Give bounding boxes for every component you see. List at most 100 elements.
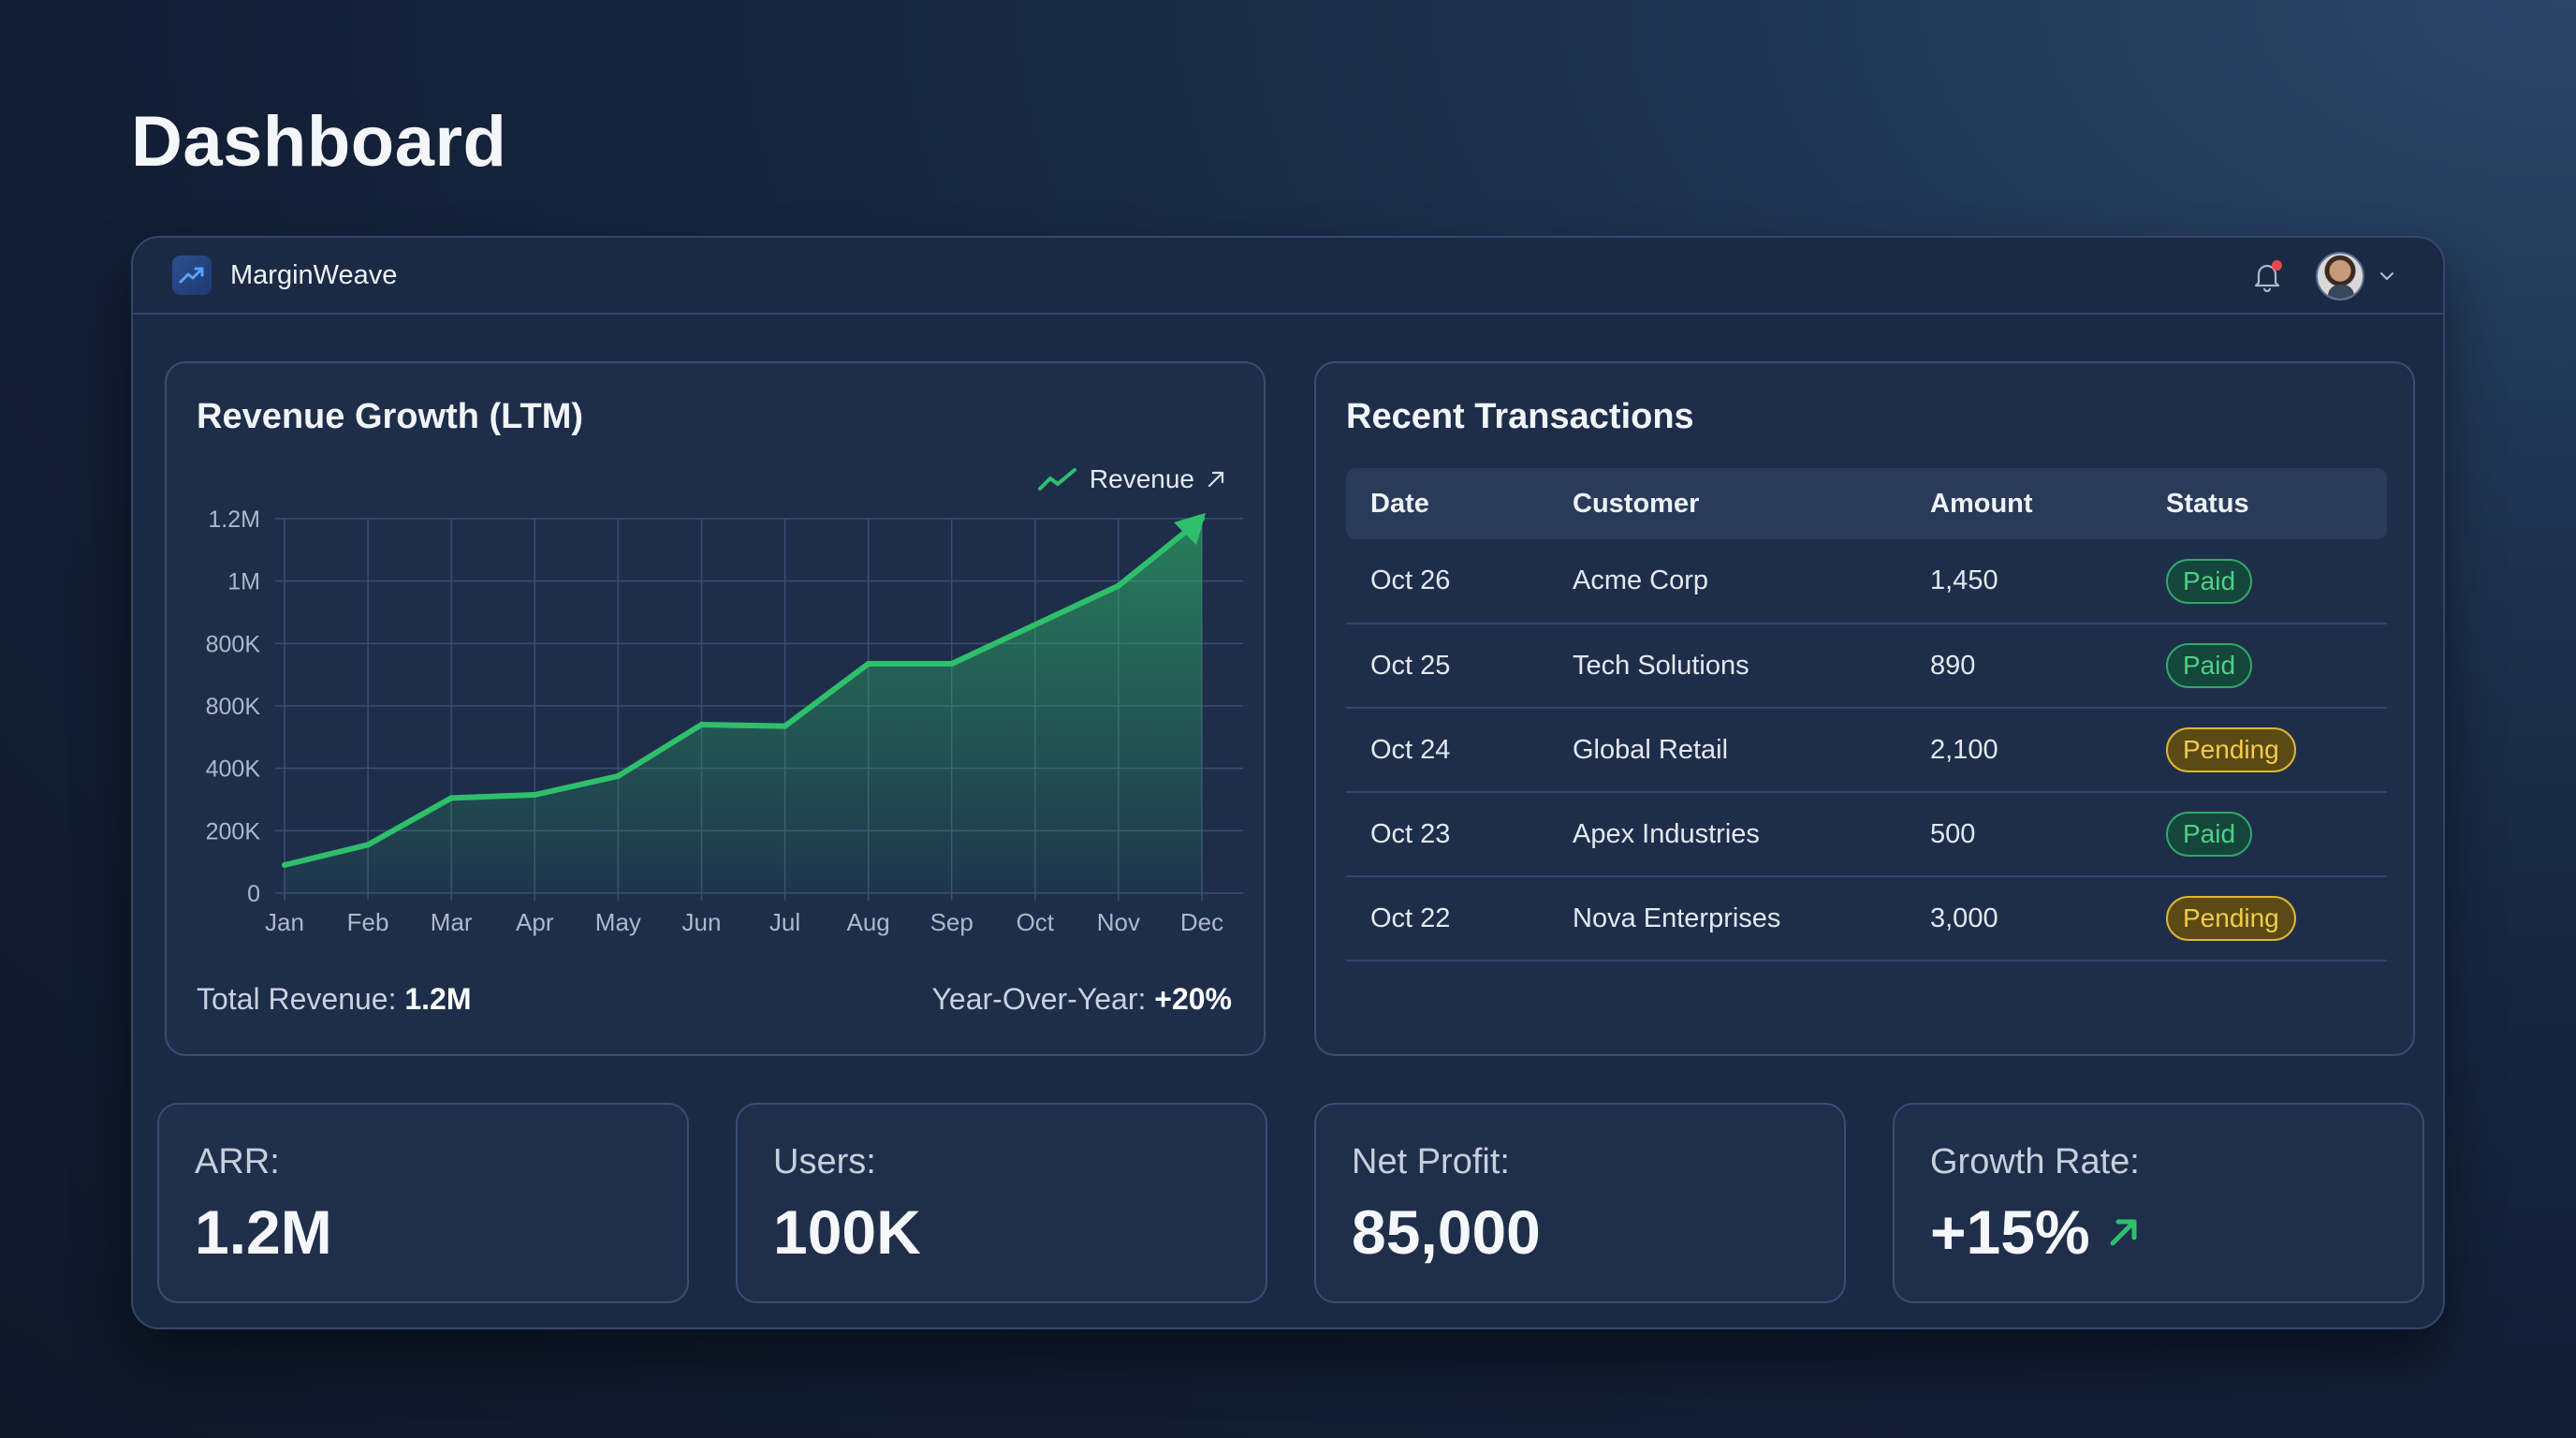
x-tick-label: Aug — [847, 908, 890, 936]
transactions-title: Recent Transactions — [1346, 397, 1694, 436]
transactions-card: Recent Transactions Date Customer Amount… — [1314, 361, 2415, 1056]
customer-cell: Tech Solutions — [1573, 650, 1749, 681]
total-revenue-value: 1.2M — [404, 982, 472, 1016]
x-tick-label: Feb — [347, 908, 389, 936]
y-tick-label: 400K — [206, 756, 261, 783]
trend-up-icon[interactable] — [172, 256, 212, 295]
yoy-growth: Year-Over-Year: +20% — [932, 982, 1232, 1017]
transactions-table: Date Customer Amount Status Oct 26 Acme … — [1346, 468, 2387, 961]
data-point — [948, 661, 955, 667]
amount-cell: 890 — [1930, 650, 1976, 681]
dashboard-window: MarginWeave Revenue Growth (LTM) — [131, 236, 2445, 1329]
column-header-date[interactable]: Date — [1370, 488, 1429, 519]
chart-legend[interactable]: Revenue — [1037, 464, 1226, 494]
area-fill — [285, 519, 1202, 893]
app-name[interactable]: MarginWeave — [230, 259, 398, 290]
y-tick-label: 0 — [247, 881, 260, 907]
total-revenue-label: Total Revenue: — [197, 982, 397, 1016]
arrow-up-right-icon — [1208, 471, 1224, 488]
stat-card-arr[interactable]: ARR: 1.2M — [157, 1103, 689, 1303]
data-point — [1032, 622, 1038, 628]
arrowhead — [1174, 513, 1206, 545]
stat-label: Users: — [773, 1142, 876, 1181]
total-revenue: Total Revenue: 1.2M — [197, 982, 472, 1017]
data-point — [282, 862, 287, 868]
x-tick-label: Mar — [431, 908, 473, 936]
x-tick-label: Jul — [769, 908, 800, 936]
x-tick-label: Jun — [681, 908, 721, 936]
date-cell: Oct 24 — [1370, 734, 1451, 765]
avatar[interactable] — [2316, 252, 2364, 301]
x-tick-label: Oct — [1017, 908, 1055, 936]
customer-cell: Apex Industries — [1573, 818, 1760, 849]
amount-cell: 2,100 — [1930, 734, 1998, 765]
stat-value-text: 85,000 — [1352, 1197, 1541, 1267]
stat-value-text: +15% — [1930, 1197, 2090, 1267]
page-title: Dashboard — [131, 102, 507, 182]
y-tick-label: 800K — [206, 631, 261, 657]
data-point — [865, 661, 871, 667]
arrow-up-right-icon — [2110, 1219, 2137, 1246]
legend-label: Revenue — [1089, 464, 1194, 493]
stat-card-net-profit[interactable]: Net Profit: 85,000 — [1314, 1103, 1846, 1303]
table-row[interactable]: Oct 24 Global Retail 2,100 Pending — [1346, 708, 2387, 792]
yoy-label: Year-Over-Year: — [931, 982, 1147, 1016]
stat-value: +15% — [1930, 1196, 2143, 1268]
revenue-card: Revenue Growth (LTM) Revenue 0 200K 400K 80… — [165, 361, 1266, 1056]
stat-card-growth-rate[interactable]: Growth Rate: +15% — [1893, 1103, 2424, 1303]
x-tick-label: Sep — [930, 908, 973, 936]
x-tick-label: Nov — [1097, 908, 1140, 936]
table-row[interactable]: Oct 25 Tech Solutions 890 Paid — [1346, 624, 2387, 708]
status-badge: Paid — [2166, 812, 2253, 857]
stat-label: ARR: — [195, 1142, 280, 1181]
stat-card-users[interactable]: Users: 100K — [736, 1103, 1267, 1303]
customer-cell: Acme Corp — [1573, 565, 1709, 595]
x-tick-label: May — [595, 908, 641, 936]
top-bar: MarginWeave — [133, 238, 2443, 315]
amount-cell: 3,000 — [1930, 902, 1998, 933]
yoy-value: +20% — [1154, 982, 1232, 1016]
column-header-amount[interactable]: Amount — [1930, 488, 2033, 519]
y-tick-label: 800K — [206, 694, 261, 720]
date-cell: Oct 26 — [1370, 565, 1451, 595]
status-badge: Pending — [2166, 727, 2296, 772]
date-cell: Oct 23 — [1370, 818, 1451, 849]
bell-icon[interactable] — [2250, 259, 2284, 293]
data-point — [365, 842, 372, 848]
status-badge: Pending — [2166, 896, 2296, 941]
notification-dot — [2272, 260, 2282, 271]
status-badge: Paid — [2166, 558, 2253, 604]
data-point — [448, 795, 455, 801]
revenue-title: Revenue Growth (LTM) — [197, 397, 584, 436]
revenue-chart: 0 200K 400K 800K 800K 1M 1.2M Jan Feb Mar Apr May Ju… — [206, 506, 1243, 936]
data-point — [782, 723, 788, 729]
stat-value: 1.2M — [195, 1196, 332, 1268]
chevron-down-icon[interactable] — [2378, 267, 2396, 286]
column-header-customer[interactable]: Customer — [1573, 488, 1700, 519]
data-point — [532, 792, 538, 798]
y-tick-label: 200K — [206, 818, 261, 844]
table-row[interactable]: Oct 23 Apex Industries 500 Paid — [1346, 792, 2387, 876]
status-badge: Paid — [2166, 643, 2253, 688]
user-menu[interactable] — [2316, 252, 2396, 301]
column-header-status[interactable]: Status — [2166, 488, 2249, 519]
y-tick-label: 1M — [227, 569, 260, 595]
amount-cell: 500 — [1930, 818, 1976, 849]
y-tick-label: 1.2M — [208, 506, 260, 533]
stat-value: 85,000 — [1352, 1196, 1541, 1268]
x-tick-label: Dec — [1180, 908, 1223, 936]
trend-up-icon — [1037, 468, 1076, 491]
stat-value-text: 1.2M — [195, 1197, 332, 1267]
x-tick-label: Apr — [516, 908, 554, 936]
date-cell: Oct 25 — [1370, 650, 1451, 681]
series-line-revenue — [282, 516, 1205, 868]
stat-value: 100K — [773, 1196, 921, 1268]
date-cell: Oct 22 — [1370, 902, 1451, 933]
stat-label: Growth Rate: — [1930, 1142, 2140, 1181]
stat-value-text: 100K — [773, 1197, 921, 1267]
table-header: Date Customer Amount Status — [1346, 468, 2387, 539]
x-tick-label: Jan — [265, 908, 304, 936]
table-row[interactable]: Oct 22 Nova Enterprises 3,000 Pending — [1346, 876, 2387, 961]
data-point — [615, 773, 622, 779]
table-row[interactable]: Oct 26 Acme Corp 1,450 Paid — [1346, 539, 2387, 624]
